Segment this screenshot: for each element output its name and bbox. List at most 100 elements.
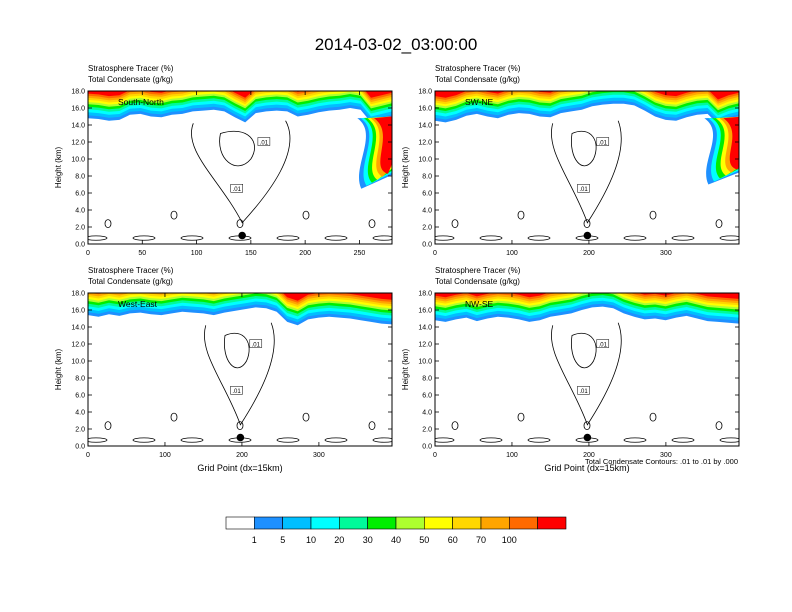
condensate-contour [180,235,204,241]
x-tick-label: 50 [138,250,146,257]
condensate-contour [104,421,112,431]
colorbar-label: 70 [476,535,486,545]
y-tick-label: 6.0 [75,191,85,198]
panel-nw-se: .01 .01 0 100 200 300 0.0 2.0 4.0 6.0 8.0 10.0 12.0 1… [401,266,740,473]
panel-header-line: Total Condensate (g/kg) [88,75,173,84]
y-axis-label: Height (km) [401,146,410,188]
x-tick-label: 100 [506,250,518,257]
contour-note: Total Condensate Contours: .01 to .01 by… [585,457,738,466]
x-tick-label: 200 [236,452,248,459]
contour-label-box [230,184,243,193]
condensate-contour [435,235,455,241]
colorbar-box [508,516,538,530]
panel-header-line: Total Condensate (g/kg) [435,75,520,84]
contour-label-box [249,339,263,348]
condensate-contour [180,437,204,443]
condensate-contour [623,437,647,443]
colorbar-label: 1 [252,535,257,545]
colorbar-label: 20 [334,535,344,545]
condensate-contour [715,219,723,229]
colorbar-box [225,516,255,530]
condensate-contour [324,235,348,241]
colorbar-label: 60 [448,535,458,545]
panel-header-line: Total Condensate (g/kg) [435,277,520,286]
y-tick-label: 18.0 [418,89,432,96]
y-tick-label: 10.0 [418,157,432,164]
colorbar-box [452,516,482,530]
colorbar: 1 5 10 20 30 40 50 60 70 100 [225,516,567,545]
y-tick-label: 14.0 [71,325,85,332]
plot-frame [87,90,393,245]
condensate-contour [527,437,551,443]
condensate-contour [451,421,459,431]
panel-label: NW-SE [465,299,494,309]
panel-header-line: Total Condensate (g/kg) [88,277,173,286]
x-tick-label: 100 [159,452,171,459]
plot-area [88,293,392,446]
contour-label-box [230,386,243,395]
condensate-contour [517,412,525,422]
condensate-contour [649,412,657,422]
condensate-contour [479,437,503,443]
tracer-fold-band-6 [723,116,739,170]
condensate-contour [551,120,622,224]
condensate-contour [104,219,112,229]
tracer-band-11 [88,91,392,98]
colorbar-label: 30 [363,535,373,545]
condensate-contour [649,210,657,220]
contour-label: .01 [599,342,608,348]
y-tick-label: 18.0 [71,291,85,298]
x-axis-label: Grid Point (dx=15km) [544,463,629,473]
figure-title: 2014-03-02_03:00:00 [315,35,478,54]
y-tick-label: 0.0 [422,444,432,451]
y-tick-label: 8.0 [422,376,432,383]
colorbar-box [282,516,312,530]
y-tick-label: 6.0 [422,191,432,198]
y-tick-label: 18.0 [71,89,85,96]
condensate-contour [372,235,392,241]
y-tick-label: 0.0 [75,242,85,249]
condensate-contour [715,421,723,431]
y-tick-label: 16.0 [418,106,432,113]
colorbar-box [338,516,368,530]
contour-label-box [577,184,590,193]
condensate-contour [204,322,275,426]
y-tick-label: 12.0 [418,342,432,349]
panel-south-north: .01 .01 0 50 100 150 200 250 0.0 2.0 4.0 6.0 8.0 10.0… [54,64,393,257]
tracer-band-11 [435,91,739,100]
condensate-contour [719,235,739,241]
condensate-contour [551,322,622,426]
x-tick-label: 0 [86,250,90,257]
colorbar-box [480,516,510,530]
tracer-band-10 [88,91,392,100]
colorbar-box [537,516,567,530]
x-tick-label: 200 [299,250,311,257]
y-tick-label: 8.0 [75,174,85,181]
condensate-contour [132,437,156,443]
y-axis-label: Height (km) [54,348,63,390]
condensate-contour [236,219,244,229]
y-tick-label: 14.0 [71,123,85,130]
condensate-contour [451,219,459,229]
condensate-contour [132,235,156,241]
colorbar-label: 5 [280,535,285,545]
condensate-contour [671,235,695,241]
contour-label-box [577,386,590,395]
y-tick-label: 16.0 [71,106,85,113]
condensate-contour [517,210,525,220]
y-tick-label: 4.0 [75,410,85,417]
y-tick-label: 6.0 [75,393,85,400]
location-marker [583,433,592,442]
colorbar-label: 100 [502,535,517,545]
condensate-contour [368,219,376,229]
location-marker [236,433,245,442]
x-axis-label: Grid Point (dx=15km) [197,463,282,473]
x-tick-label: 200 [583,452,595,459]
condensate-contour [302,412,310,422]
y-tick-label: 12.0 [71,140,85,147]
colorbar-box [395,516,425,530]
colorbar-label: 50 [419,535,429,545]
panel-label: South-North [118,97,164,107]
y-tick-label: 2.0 [422,427,432,434]
x-tick-label: 0 [433,250,437,257]
